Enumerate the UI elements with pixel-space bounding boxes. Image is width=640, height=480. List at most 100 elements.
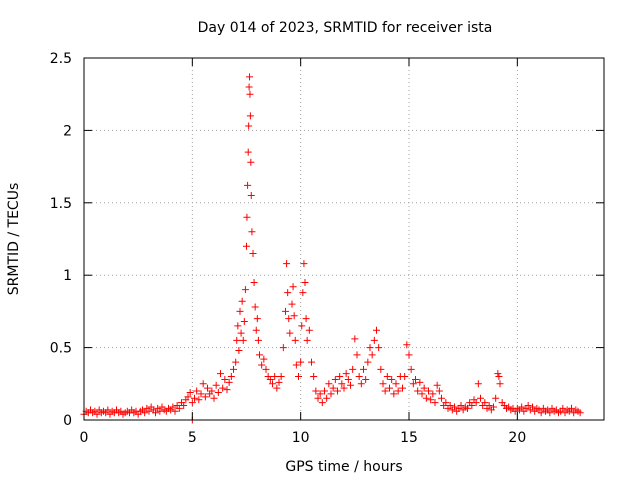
data-point [344, 375, 352, 383]
data-point [93, 410, 101, 418]
x-axis-label: GPS time / hours [285, 459, 402, 475]
data-point [288, 300, 296, 308]
data-point [485, 402, 493, 410]
data-point [495, 373, 503, 381]
data-point [464, 404, 471, 412]
data-point [349, 365, 357, 373]
data-point [275, 378, 283, 386]
data-point [368, 351, 376, 359]
data-point [375, 344, 383, 352]
data-point [457, 402, 465, 410]
data-point [334, 387, 341, 395]
data-point [446, 402, 454, 410]
data-point [338, 380, 346, 388]
data-point [399, 384, 406, 392]
data-point [152, 409, 159, 417]
data-point [451, 403, 458, 411]
data-point [303, 336, 311, 344]
data-point [156, 407, 164, 415]
data-point [246, 90, 254, 98]
data-point [180, 402, 188, 410]
data-point [262, 365, 270, 373]
data-point [325, 380, 333, 388]
data-point [289, 283, 297, 291]
data-point [383, 373, 391, 381]
x-tick-label: 10 [292, 430, 310, 446]
data-point [250, 278, 258, 286]
data-point [435, 387, 443, 395]
data-point [246, 112, 254, 120]
data-point [310, 373, 318, 381]
data-point [195, 396, 203, 404]
y-tick-label: 1.5 [50, 196, 72, 212]
data-point [477, 394, 484, 402]
data-point [197, 390, 205, 398]
data-point [438, 394, 445, 402]
data-point [353, 351, 361, 359]
data-point [342, 370, 350, 378]
data-point [403, 341, 411, 349]
data-point [347, 381, 354, 389]
data-point [193, 387, 201, 395]
data-point [230, 365, 237, 373]
data-point [235, 346, 243, 354]
axis-ticks: 0 0.5 1 1.5 2 2.5 0 5 10 15 20 [50, 51, 604, 446]
data-point [145, 407, 153, 415]
data-point [381, 387, 389, 395]
data-point [388, 375, 396, 383]
data-point [496, 380, 504, 388]
data-point [243, 242, 250, 250]
data-point [291, 336, 299, 344]
data-point [418, 390, 426, 398]
data-point [422, 394, 430, 402]
data-point [407, 365, 415, 373]
data-point [305, 326, 313, 334]
data-point [254, 336, 262, 344]
data-points [80, 73, 584, 424]
data-point [392, 380, 400, 388]
data-point [208, 387, 216, 395]
data-point [186, 388, 194, 396]
data-point [431, 399, 439, 407]
data-point [472, 399, 480, 407]
data-point [297, 358, 305, 366]
data-point [576, 409, 584, 417]
data-point [241, 286, 249, 294]
data-point [244, 181, 252, 189]
data-point [425, 387, 432, 395]
data-point [537, 409, 545, 417]
data-point [283, 260, 291, 268]
data-point [191, 394, 198, 402]
data-point [269, 380, 276, 388]
data-point [336, 373, 344, 381]
data-point [362, 375, 370, 383]
data-point [321, 387, 328, 395]
y-axis-label: SRMTID / TECUs [6, 183, 22, 296]
grid-lines [84, 58, 604, 420]
data-point [217, 370, 224, 378]
chart-title: Day 014 of 2023, SRMTID for receiver ist… [198, 20, 493, 36]
data-point [244, 148, 252, 156]
data-point [277, 373, 285, 381]
data-point [364, 358, 372, 366]
data-point [104, 406, 112, 414]
data-point [331, 375, 339, 383]
data-point [318, 399, 326, 407]
data-point [312, 387, 320, 395]
y-tick-label: 0.5 [50, 341, 72, 357]
data-point [351, 335, 359, 343]
x-tick-label: 0 [80, 430, 89, 446]
data-point [474, 380, 482, 388]
data-point [232, 358, 240, 366]
data-point [481, 399, 489, 407]
data-point [366, 344, 374, 352]
data-point [258, 361, 266, 369]
data-point [442, 399, 450, 407]
data-point [429, 390, 437, 398]
data-point [141, 409, 149, 417]
y-tick-label: 2 [63, 123, 72, 139]
data-point [237, 329, 245, 337]
data-point [248, 228, 256, 236]
data-point [433, 381, 441, 389]
